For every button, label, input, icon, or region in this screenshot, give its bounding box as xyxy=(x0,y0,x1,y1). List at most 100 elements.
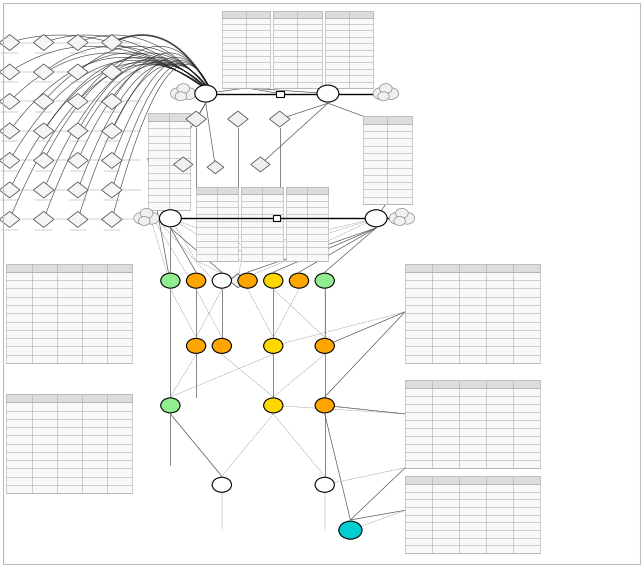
Ellipse shape xyxy=(161,273,180,288)
Bar xyxy=(148,113,190,210)
Bar xyxy=(405,380,540,388)
Polygon shape xyxy=(33,94,54,109)
Polygon shape xyxy=(68,123,88,139)
Ellipse shape xyxy=(161,398,180,413)
Ellipse shape xyxy=(315,273,334,288)
Bar xyxy=(6,264,132,272)
Polygon shape xyxy=(68,35,88,50)
Polygon shape xyxy=(68,182,88,198)
Ellipse shape xyxy=(395,209,408,218)
Ellipse shape xyxy=(264,398,283,413)
Bar xyxy=(222,11,270,88)
Polygon shape xyxy=(207,161,224,174)
Bar xyxy=(222,11,270,18)
Bar xyxy=(196,187,238,261)
Ellipse shape xyxy=(186,338,206,353)
Polygon shape xyxy=(186,111,206,127)
Polygon shape xyxy=(0,94,20,109)
Bar xyxy=(405,476,540,484)
Polygon shape xyxy=(228,111,248,127)
Polygon shape xyxy=(33,64,54,80)
Polygon shape xyxy=(0,211,20,227)
Ellipse shape xyxy=(339,521,362,539)
Polygon shape xyxy=(68,211,88,227)
Bar xyxy=(6,394,132,493)
Ellipse shape xyxy=(315,477,334,492)
Ellipse shape xyxy=(238,273,257,288)
Bar xyxy=(286,187,328,194)
Bar xyxy=(325,11,373,88)
Ellipse shape xyxy=(389,213,404,224)
Polygon shape xyxy=(102,123,122,139)
Bar xyxy=(148,113,190,121)
Polygon shape xyxy=(102,211,122,227)
Ellipse shape xyxy=(264,338,283,353)
Bar xyxy=(241,187,283,194)
Ellipse shape xyxy=(399,213,415,224)
Ellipse shape xyxy=(186,273,206,288)
Ellipse shape xyxy=(315,338,334,353)
Bar xyxy=(405,264,540,363)
Ellipse shape xyxy=(140,209,153,218)
Polygon shape xyxy=(33,182,54,198)
Polygon shape xyxy=(174,157,193,172)
Polygon shape xyxy=(33,35,54,50)
Bar xyxy=(6,264,132,363)
Ellipse shape xyxy=(159,210,181,227)
Polygon shape xyxy=(269,111,290,127)
Bar xyxy=(405,264,540,272)
Polygon shape xyxy=(68,64,88,80)
Ellipse shape xyxy=(134,213,149,224)
Polygon shape xyxy=(251,157,270,172)
Bar xyxy=(363,116,412,124)
Bar xyxy=(363,116,412,204)
Ellipse shape xyxy=(394,217,405,226)
Polygon shape xyxy=(33,211,54,227)
Bar xyxy=(6,394,132,403)
Bar xyxy=(286,187,328,261)
Polygon shape xyxy=(0,35,20,50)
Ellipse shape xyxy=(383,88,399,99)
Polygon shape xyxy=(102,64,122,80)
Ellipse shape xyxy=(365,210,387,227)
Ellipse shape xyxy=(264,273,283,288)
Polygon shape xyxy=(68,153,88,168)
Bar xyxy=(273,11,322,18)
Polygon shape xyxy=(102,35,122,50)
Ellipse shape xyxy=(175,92,186,101)
Polygon shape xyxy=(0,123,20,139)
Ellipse shape xyxy=(195,85,217,102)
Bar xyxy=(196,187,238,194)
Ellipse shape xyxy=(373,88,388,99)
Ellipse shape xyxy=(317,85,339,102)
Ellipse shape xyxy=(212,477,231,492)
Bar xyxy=(241,187,283,261)
Bar xyxy=(405,380,540,468)
Ellipse shape xyxy=(212,338,231,353)
Polygon shape xyxy=(68,94,88,109)
Polygon shape xyxy=(33,123,54,139)
Ellipse shape xyxy=(379,84,392,94)
Bar xyxy=(405,476,540,553)
Ellipse shape xyxy=(181,88,196,99)
Polygon shape xyxy=(102,153,122,168)
Bar xyxy=(273,215,280,221)
Bar xyxy=(325,11,373,18)
Ellipse shape xyxy=(138,217,150,226)
Ellipse shape xyxy=(377,92,389,101)
Polygon shape xyxy=(0,153,20,168)
Polygon shape xyxy=(102,94,122,109)
Polygon shape xyxy=(0,182,20,198)
Polygon shape xyxy=(33,153,54,168)
Bar xyxy=(276,91,284,96)
Ellipse shape xyxy=(315,398,334,413)
Polygon shape xyxy=(0,64,20,80)
Ellipse shape xyxy=(177,84,190,94)
Ellipse shape xyxy=(289,273,309,288)
Polygon shape xyxy=(102,182,122,198)
Ellipse shape xyxy=(144,213,159,224)
Polygon shape xyxy=(229,274,247,287)
Bar xyxy=(273,11,322,88)
Ellipse shape xyxy=(170,88,186,99)
Ellipse shape xyxy=(212,273,231,288)
